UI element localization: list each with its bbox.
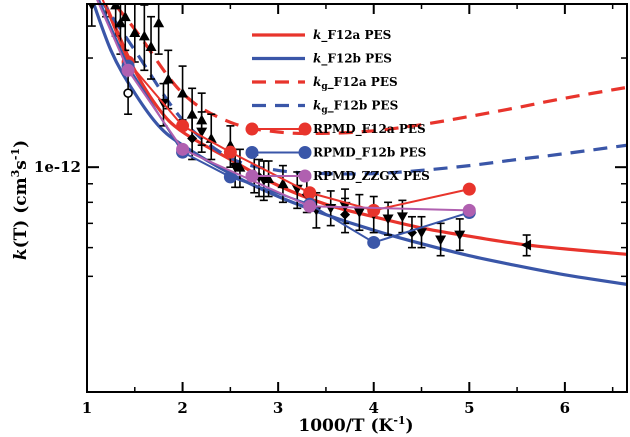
series-rpZZGX-point xyxy=(176,142,190,156)
series-rpF12a-point xyxy=(462,182,476,196)
exp-point-triangle-up xyxy=(186,108,198,119)
exp-point-triangle-down xyxy=(396,212,408,223)
exp-point-triangle-up xyxy=(162,73,174,84)
exp-point-triangle-up xyxy=(129,27,141,38)
x-tick-label: 5 xyxy=(464,399,474,417)
exp-point-triangle-down xyxy=(229,162,241,173)
legend-label-rpF12b: RPMD_F12b PES xyxy=(313,146,426,161)
exp-point-triangle-down xyxy=(88,4,96,11)
legend-marker-rpF12a xyxy=(298,122,312,136)
series-rpF12a-point xyxy=(303,186,317,200)
x-tick-label: 1 xyxy=(82,399,92,417)
x-tick-label: 4 xyxy=(369,399,379,417)
y-axis-label: k(T) (cm3s-1) xyxy=(9,140,31,260)
series-rpF12a-point xyxy=(176,119,190,133)
y-tick-label: 1e-12 xyxy=(34,158,81,176)
exp-point-triangle-up xyxy=(114,17,126,28)
legend-label-kgF12b: kg_F12b PES xyxy=(313,99,398,116)
exp-point-diamond xyxy=(187,133,198,144)
series-layer xyxy=(92,4,627,286)
legend-marker-rpF12b xyxy=(245,146,259,159)
exp-point-diamond xyxy=(340,209,351,220)
series-rpF12a-point xyxy=(367,203,381,217)
exp-point-triangle-down xyxy=(382,214,394,225)
exp-point-triangle-left xyxy=(521,239,532,251)
axis-ticks: 1 2 3 4 5 6 1e-12 xyxy=(34,4,627,417)
plot-frame xyxy=(86,3,628,393)
exp-point-triangle-up xyxy=(234,161,246,172)
exp-point-triangle-down xyxy=(435,235,447,246)
legend-label-kF12a: k_F12a PES xyxy=(313,28,391,43)
series-rpZZGX-point xyxy=(121,63,135,77)
rpmd-layer xyxy=(96,0,476,249)
exp-point-triangle-up xyxy=(153,17,165,28)
series-rpF12a-point xyxy=(223,145,237,159)
exp-point-triangle-down xyxy=(325,203,337,214)
series-rpF12b-point xyxy=(367,235,381,249)
exp-point-triangle-up xyxy=(119,11,131,22)
legend-marker-rpF12a xyxy=(245,122,259,136)
legend-label-rpZZGX: RPMD_ZZGX PES xyxy=(313,169,430,184)
exp-point-open-circle xyxy=(123,88,133,98)
legend-label-kgF12a: kg_F12a PES xyxy=(313,75,398,92)
series-rpZZGX-point xyxy=(303,199,317,213)
legend: k_F12a PES k_F12b PES kg_F12a PES kg_F12b P… xyxy=(245,28,430,184)
exp-point-triangle-down xyxy=(416,228,428,239)
x-tick-label: 2 xyxy=(177,399,187,417)
legend-label-kF12b: k_F12b PES xyxy=(313,52,392,67)
series-rpZZGX-point xyxy=(462,203,476,217)
exp-point-triangle-down xyxy=(353,208,365,218)
legend-marker-rpZZGX xyxy=(245,169,259,183)
legend-marker-rpZZGX xyxy=(298,169,312,183)
exp-point-triangle-up xyxy=(277,178,289,189)
exp-point-triangle-up xyxy=(145,41,157,52)
series-kgF12a-line xyxy=(112,4,627,136)
exp-point-triangle-down xyxy=(454,230,466,241)
legend-label-rpF12a: RPMD_F12a PES xyxy=(313,122,426,137)
exp-point-triangle-up xyxy=(110,4,122,10)
experimental-data-layer xyxy=(87,4,532,257)
x-axis-label: 1000/T (K-1) xyxy=(298,414,413,436)
exp-point-triangle-down xyxy=(196,127,208,138)
series-kF12b-line xyxy=(92,4,627,286)
exp-point-triangle-up xyxy=(138,30,150,41)
series-rpF12b-point xyxy=(223,170,237,184)
x-tick-label: 3 xyxy=(273,399,283,417)
legend-marker-rpF12b xyxy=(298,146,312,159)
x-tick-label: 6 xyxy=(560,399,570,417)
exp-point-triangle-up xyxy=(177,87,189,98)
series-kF12a-line xyxy=(103,4,627,256)
